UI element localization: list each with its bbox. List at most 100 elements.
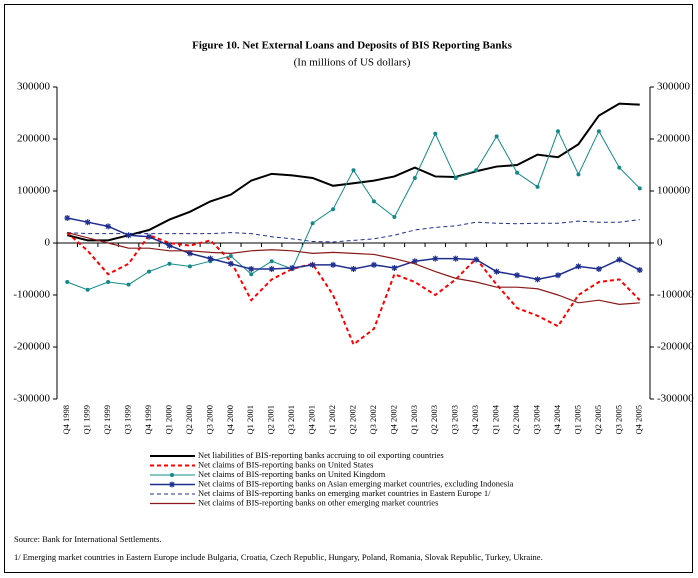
marker bbox=[147, 269, 152, 274]
marker bbox=[453, 176, 458, 180]
marker bbox=[106, 280, 111, 284]
note: Source: Bank for International Settlemen… bbox=[14, 534, 162, 544]
x-tick-label: Q1 2004 bbox=[491, 404, 501, 434]
marker bbox=[207, 255, 214, 262]
marker bbox=[166, 242, 173, 249]
series-line bbox=[67, 232, 640, 305]
marker bbox=[65, 280, 70, 284]
marker bbox=[268, 266, 275, 272]
x-tick-label: Q4 2005 bbox=[634, 405, 644, 435]
y2-tick-label: -200000 bbox=[657, 341, 694, 353]
marker bbox=[616, 256, 623, 263]
marker bbox=[432, 255, 439, 262]
x-tick-label: Q2 2004 bbox=[511, 404, 521, 434]
x-tick-label: Q2 2002 bbox=[347, 405, 357, 435]
marker bbox=[351, 168, 356, 173]
x-tick-label: Q2 1999 bbox=[102, 405, 112, 435]
marker bbox=[412, 176, 417, 180]
y2-tick-label: 0 bbox=[657, 237, 663, 249]
y-tick-label: -200000 bbox=[13, 341, 50, 353]
marker bbox=[370, 261, 377, 268]
y-tick-label: 0 bbox=[45, 237, 51, 249]
marker bbox=[452, 255, 459, 262]
marker bbox=[125, 232, 132, 239]
x-tick-label: Q4 2000 bbox=[225, 405, 235, 435]
y2-tick-label: -300000 bbox=[657, 393, 694, 405]
y-tick-label: -300000 bbox=[13, 393, 50, 405]
legend-label: Net claims of BIS-reporting banks on Uni… bbox=[198, 459, 373, 469]
marker bbox=[515, 170, 520, 175]
series-line bbox=[67, 219, 640, 243]
marker bbox=[493, 268, 500, 275]
marker bbox=[474, 168, 479, 173]
marker bbox=[411, 258, 418, 265]
marker bbox=[331, 207, 336, 212]
marker bbox=[554, 272, 561, 279]
note: 1/ Emerging market countries in Eastern … bbox=[14, 552, 543, 562]
marker bbox=[596, 129, 601, 134]
marker bbox=[576, 172, 581, 177]
chart-subtitle: (In millions of US dollars) bbox=[294, 57, 411, 69]
y-tick-label: -100000 bbox=[13, 289, 50, 301]
x-tick-label: Q2 2003 bbox=[429, 405, 439, 435]
marker bbox=[350, 266, 357, 272]
x-tick-label: Q2 2005 bbox=[593, 405, 603, 435]
marker bbox=[249, 272, 254, 277]
marker bbox=[167, 261, 172, 266]
marker bbox=[555, 129, 560, 134]
marker bbox=[636, 267, 643, 274]
y2-tick-label: 200000 bbox=[657, 133, 691, 145]
x-tick-label: Q1 2000 bbox=[163, 405, 173, 435]
x-tick-label: Q1 1999 bbox=[82, 405, 92, 435]
x-tick-label: Q3 2003 bbox=[450, 405, 460, 435]
marker bbox=[575, 263, 582, 270]
marker bbox=[514, 272, 521, 279]
marker bbox=[310, 221, 315, 226]
marker bbox=[289, 264, 296, 271]
y2-tick-label: -100000 bbox=[657, 289, 694, 301]
x-tick-label: Q3 2005 bbox=[613, 405, 623, 435]
x-tick-label: Q2 2000 bbox=[184, 405, 194, 435]
marker bbox=[248, 266, 255, 272]
marker bbox=[371, 199, 376, 204]
x-tick-label: Q3 1999 bbox=[123, 405, 133, 435]
marker bbox=[228, 254, 233, 258]
marker bbox=[392, 215, 397, 219]
marker bbox=[309, 261, 316, 268]
marker bbox=[535, 184, 540, 189]
marker bbox=[391, 264, 398, 271]
chart-title: Figure 10. Net External Loans and Deposi… bbox=[192, 40, 512, 52]
marker bbox=[433, 131, 438, 136]
marker bbox=[187, 264, 192, 269]
x-tick-label: Q3 2004 bbox=[531, 404, 541, 434]
x-tick-label: Q4 2002 bbox=[388, 405, 398, 435]
x-tick-label: Q1 2005 bbox=[572, 405, 582, 435]
x-tick-label: Q1 2001 bbox=[245, 405, 255, 435]
legend-label: Net claims of BIS-reporting banks on eme… bbox=[198, 488, 491, 498]
x-tick-label: Q4 1998 bbox=[61, 405, 71, 435]
legend-label: Net liabilities of BIS-reporting banks a… bbox=[198, 450, 444, 460]
marker bbox=[85, 287, 90, 292]
legend-label: Net claims of BIS-reporting banks on oth… bbox=[198, 497, 438, 507]
marker bbox=[330, 261, 337, 268]
x-tick-label: Q4 1999 bbox=[143, 405, 153, 435]
legend-marker bbox=[169, 481, 175, 488]
marker bbox=[473, 256, 480, 263]
x-tick-label: Q3 2000 bbox=[204, 405, 214, 435]
marker bbox=[84, 219, 91, 226]
legend-label: Net claims of BIS-reporting banks on Asi… bbox=[198, 478, 513, 488]
x-tick-label: Q4 2004 bbox=[552, 404, 562, 434]
marker bbox=[105, 223, 112, 230]
y2-tick-label: 100000 bbox=[657, 185, 691, 197]
series-line bbox=[66, 102, 640, 242]
marker bbox=[534, 276, 541, 283]
x-tick-label: Q2 2001 bbox=[266, 405, 276, 435]
marker bbox=[637, 186, 642, 191]
marker bbox=[595, 266, 602, 272]
marker bbox=[64, 215, 71, 222]
legend-label: Net claims of BIS-reporting banks on Uni… bbox=[198, 469, 386, 479]
x-tick-label: Q1 2002 bbox=[327, 405, 337, 435]
x-tick-label: Q1 2003 bbox=[409, 405, 419, 435]
x-tick-label: Q4 2001 bbox=[307, 405, 317, 435]
